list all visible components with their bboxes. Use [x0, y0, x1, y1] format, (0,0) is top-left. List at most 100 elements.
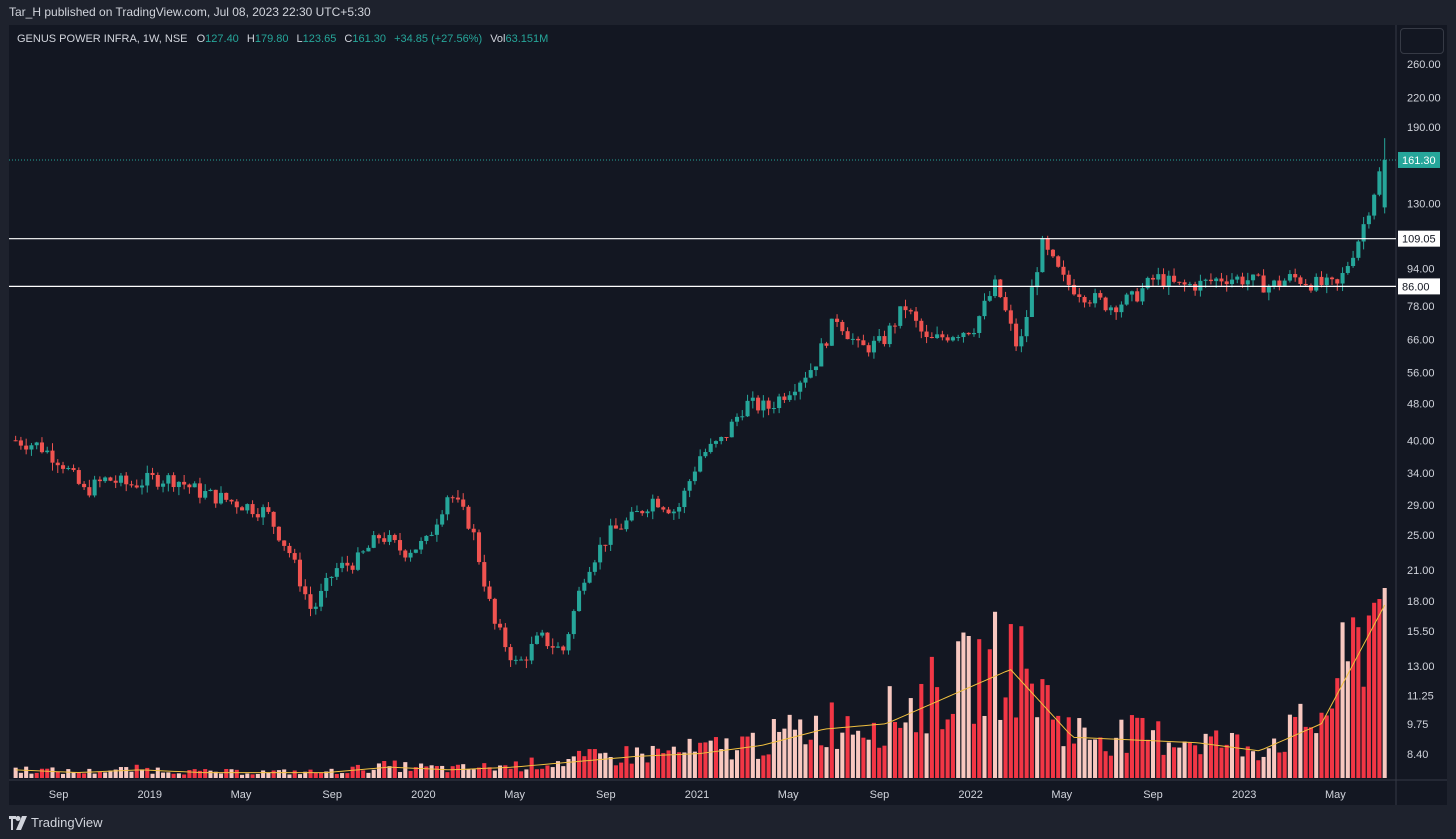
- volume-bar: [703, 742, 708, 778]
- tradingview-brand[interactable]: TradingView: [9, 815, 103, 830]
- volume-bar: [361, 770, 366, 778]
- candle-body: [155, 475, 160, 487]
- volume-bar: [1261, 756, 1266, 778]
- volume-bar: [224, 769, 229, 778]
- candle-body: [798, 382, 803, 392]
- volume-bar: [24, 766, 29, 778]
- candle-body: [1193, 284, 1198, 291]
- candle-body: [487, 586, 492, 599]
- candle-body: [482, 562, 487, 587]
- x-tick-label: Sep: [870, 789, 890, 801]
- candle-body: [1140, 288, 1145, 302]
- volume-bar: [929, 656, 934, 778]
- volume-bar: [682, 752, 687, 778]
- volume-bar: [619, 762, 624, 778]
- candle-body: [1145, 277, 1150, 289]
- volume-bar: [1156, 721, 1161, 778]
- symbol-legend: GENUS POWER INFRA, 1W, NSE O127.40 H179.…: [17, 33, 548, 45]
- candle-body: [92, 479, 97, 496]
- candle-body: [208, 489, 213, 492]
- volume-bar: [577, 750, 582, 778]
- candle-body: [1061, 266, 1066, 275]
- candle-body: [1224, 281, 1229, 285]
- candle-body: [1024, 316, 1029, 337]
- volume-bar: [1108, 755, 1113, 778]
- volume-bar: [397, 772, 403, 778]
- candle-body: [45, 450, 50, 453]
- volume-bar: [613, 765, 618, 778]
- candle-body: [1124, 294, 1129, 305]
- last-price-label: 161.30: [1402, 155, 1436, 167]
- y-tick-label: 66.00: [1407, 335, 1435, 347]
- candle-body: [908, 310, 913, 312]
- volume-bar: [1024, 668, 1029, 778]
- candle-body: [240, 507, 245, 511]
- candle-body: [1129, 291, 1134, 295]
- candle-body: [687, 481, 692, 491]
- volume-bar: [71, 772, 76, 778]
- candle-body: [166, 475, 171, 484]
- volume-bar: [60, 773, 66, 778]
- volume-bar: [1124, 752, 1129, 778]
- y-tick-label: 34.00: [1407, 468, 1435, 480]
- candle-body: [892, 325, 898, 327]
- volume-bar: [1135, 717, 1140, 778]
- candle-body: [856, 338, 861, 341]
- candle-body: [698, 456, 703, 472]
- candle-body: [782, 396, 787, 400]
- x-tick-label: May: [504, 789, 525, 801]
- candle-body: [1150, 277, 1156, 280]
- candle-body: [871, 340, 876, 353]
- candle-body: [334, 568, 339, 577]
- candle-body: [956, 337, 961, 339]
- candle-body: [603, 544, 608, 546]
- candle-body: [108, 477, 113, 481]
- volume-bar: [966, 636, 971, 778]
- y-tick-label: 9.75: [1407, 719, 1428, 731]
- price-chart[interactable]: 260.00 220.00 190.00 130.00 94.00 78.00 66.00 5…: [9, 25, 1447, 805]
- volume-bar: [1272, 738, 1277, 778]
- volume-bar: [914, 732, 919, 778]
- candle-body: [266, 507, 271, 512]
- candle-body: [1071, 284, 1077, 295]
- candle-body: [777, 396, 782, 409]
- candle-body: [529, 643, 534, 661]
- volume-bar: [487, 767, 492, 778]
- x-tick-label: May: [778, 789, 799, 801]
- candle-body: [234, 501, 239, 508]
- volume-bar: [798, 719, 803, 778]
- candle-body: [1377, 171, 1382, 195]
- volume-bar: [761, 755, 766, 778]
- candle-body: [1019, 336, 1024, 347]
- volume-bar: [1172, 747, 1177, 778]
- chart-area[interactable]: 260.00 220.00 190.00 130.00 94.00 78.00 66.00 5…: [9, 25, 1447, 805]
- volume-bar: [1345, 661, 1350, 778]
- volume-bar: [1161, 754, 1166, 778]
- candle-body: [1035, 272, 1040, 288]
- volume-bar: [656, 748, 661, 778]
- candle-body: [945, 337, 950, 341]
- volume-bar: [866, 739, 871, 778]
- candle-body: [1266, 286, 1271, 293]
- candle-body: [139, 485, 145, 488]
- candle-body: [1119, 304, 1124, 313]
- volume-bar: [856, 730, 861, 778]
- candle-body: [134, 485, 139, 488]
- close-label: C: [344, 33, 353, 45]
- candle-body: [345, 562, 350, 566]
- volume-bar: [708, 740, 713, 778]
- x-tick-label: 2022: [958, 789, 982, 801]
- candle-body: [1229, 279, 1235, 285]
- candle-body: [297, 559, 303, 587]
- volume-bar: [276, 770, 281, 778]
- candle-body: [376, 535, 381, 539]
- candle-body: [882, 336, 887, 345]
- volume-bar: [898, 727, 903, 778]
- volume-bar: [803, 744, 808, 778]
- candle-body: [808, 370, 813, 378]
- chart-settings-button[interactable]: [1400, 28, 1444, 54]
- y-tick-label: 78.00: [1407, 301, 1435, 313]
- volume-bar: [413, 767, 418, 778]
- volume-bar: [513, 761, 518, 778]
- candle-body: [1245, 280, 1250, 285]
